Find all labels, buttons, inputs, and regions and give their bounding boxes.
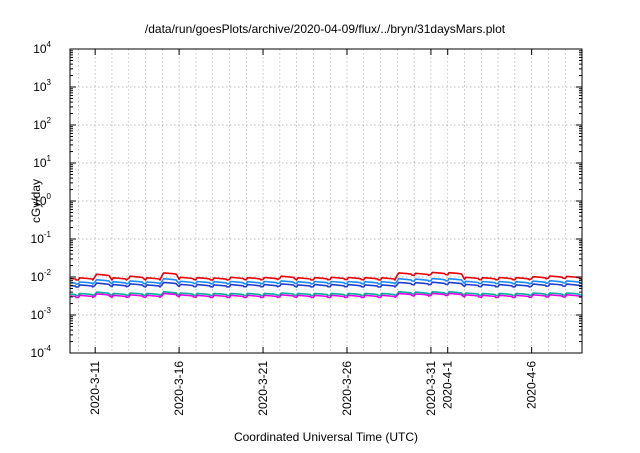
x-tick-label: 2020-3-21 bbox=[256, 361, 270, 416]
axes: 10-4 10-3 10-2 10-1 100 101 102 103 104 2020-3-11… bbox=[31, 40, 582, 416]
series-line bbox=[70, 277, 583, 285]
y-tick-label: 104 bbox=[33, 40, 51, 56]
y-tick-label: 100 bbox=[33, 192, 51, 208]
y-tick-label: 103 bbox=[33, 78, 51, 94]
y-tick-label: 10-4 bbox=[31, 344, 52, 360]
grid-lines bbox=[70, 49, 582, 353]
x-tick-label: 2020-3-16 bbox=[172, 361, 186, 416]
series-line bbox=[70, 290, 582, 297]
series-line bbox=[70, 271, 583, 281]
x-tick-label: 2020-3-26 bbox=[340, 361, 354, 416]
x-axis-label: Coordinated Universal Time (UTC) bbox=[234, 430, 418, 444]
x-tick-label: 2020-3-31 bbox=[424, 361, 438, 416]
data-series bbox=[70, 271, 583, 299]
series-line bbox=[70, 281, 583, 288]
chart-title: /data/run/goesPlots/archive/2020-04-09/f… bbox=[145, 22, 506, 36]
y-tick-label: 10-2 bbox=[31, 268, 52, 284]
x-tick-label: 2020-3-11 bbox=[88, 361, 102, 415]
x-tick-label: 2020-4-6 bbox=[525, 361, 539, 409]
y-tick-label: 102 bbox=[33, 116, 51, 132]
y-tick-label: 101 bbox=[33, 154, 51, 170]
y-tick-label: 10-3 bbox=[31, 306, 52, 322]
x-tick-label: 2020-4-1 bbox=[441, 361, 455, 409]
y-tick-label: 10-1 bbox=[31, 230, 52, 246]
y-axis-label: cGy/day bbox=[29, 179, 43, 223]
series-line bbox=[70, 292, 582, 299]
